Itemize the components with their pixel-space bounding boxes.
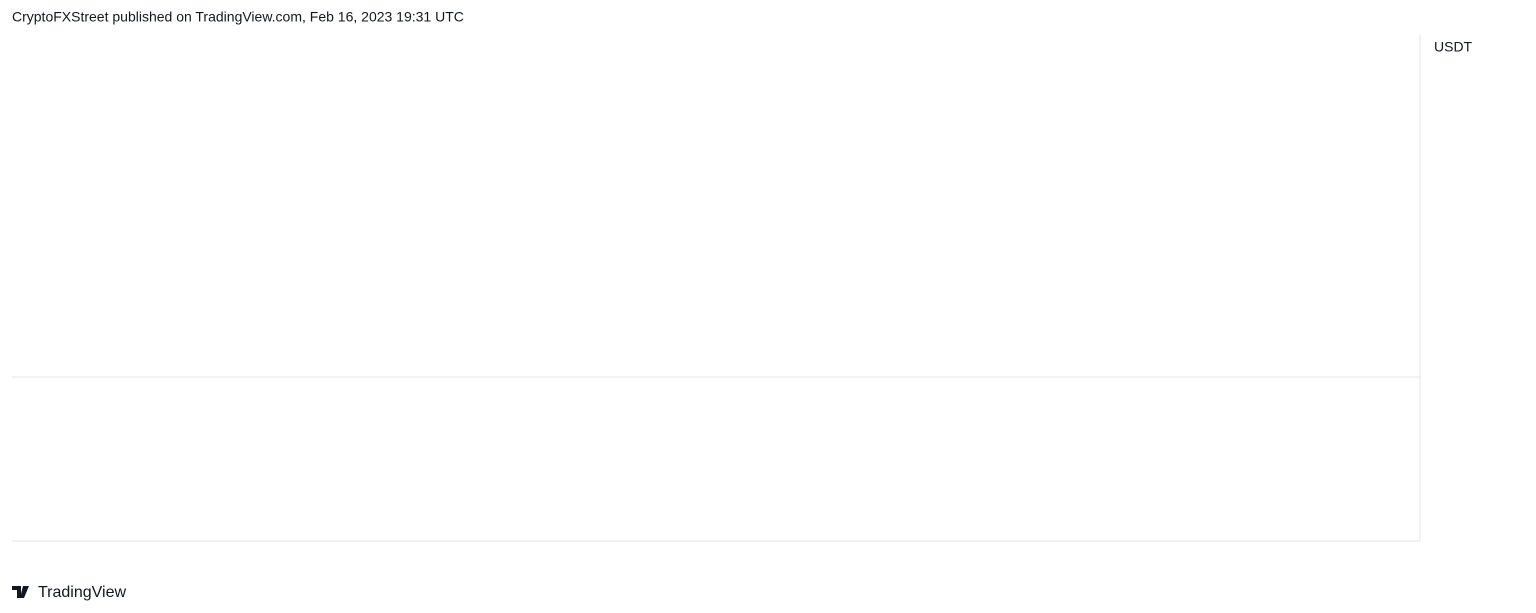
publish-line: CryptoFXStreet published on TradingView.… bbox=[12, 9, 464, 25]
brand: TradingView bbox=[38, 584, 126, 601]
brand-logo bbox=[12, 586, 29, 598]
currency: USDT bbox=[1434, 39, 1473, 55]
